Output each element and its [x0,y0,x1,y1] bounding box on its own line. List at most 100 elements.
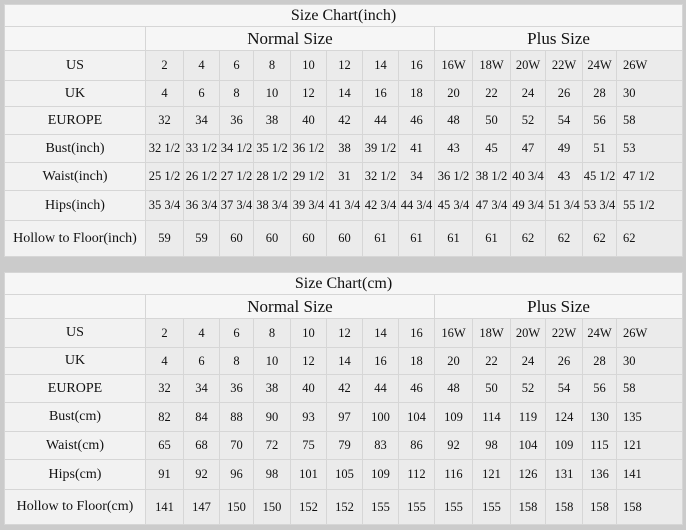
size-cell: 42 3/4 [362,190,399,221]
size-cell: 45 3/4 [434,190,473,221]
size-cell: 131 [545,459,583,490]
size-cell: 44 [362,374,399,403]
size-cell: 62 [545,220,583,257]
size-cell: 10 [253,80,291,107]
size-cell: 16 [398,318,435,348]
size-cell: 98 [472,431,511,460]
size-cell: 82 [145,402,184,432]
size-cell: 28 1/2 [253,162,291,191]
size-cell: 46 [398,106,435,135]
size-cell: 38 [253,106,291,135]
size-cell: 141 [615,459,684,490]
row-label: Hollow to Floor(cm) [4,489,146,525]
size-cell: 115 [582,431,617,460]
size-cell: 119 [510,402,546,432]
size-cell: 28 [582,80,617,107]
size-cell: 39 1/2 [362,134,399,163]
size-cell: 6 [183,347,220,375]
size-cell: 30 [615,80,684,107]
size-cell: 109 [362,459,399,490]
size-cell: 42 [326,106,363,135]
size-cell: 86 [398,431,435,460]
size-cell: 100 [362,402,399,432]
size-cell: 92 [183,459,220,490]
size-cell: 44 [362,106,399,135]
size-cell: 101 [290,459,327,490]
size-cell: 36 3/4 [183,190,220,221]
row-label: US [4,318,146,348]
size-cell: 88 [219,402,254,432]
size-cell: 4 [183,318,220,348]
row-label: Hips(inch) [4,190,146,221]
size-cell: 38 3/4 [253,190,291,221]
row-label: Hips(cm) [4,459,146,490]
size-cell: 58 [615,374,684,403]
size-cell: 6 [183,80,220,107]
table-title: Size Chart(inch) [3,4,684,27]
size-cell: 42 [326,374,363,403]
size-cell: 141 [145,489,184,525]
size-cell: 32 1/2 [145,134,184,163]
size-cell: 60 [326,220,363,257]
size-cell: 47 3/4 [472,190,511,221]
size-cell: 50 [472,106,511,135]
size-cell: 41 [398,134,435,163]
size-cell: 24W [582,50,617,81]
size-cell: 8 [253,318,291,348]
size-cell: 24W [582,318,617,348]
table-row: Bust(inch) 32 1/2 33 1/2 34 1/2 35 1/2 36 1/2… [4,134,684,163]
size-cell: 158 [615,489,684,525]
size-cell: 75 [290,431,327,460]
table-row: Hollow to Floor(inch) 59 59 60 60 60 60 61 61 61 6… [4,220,684,257]
size-cell: 28 [582,347,617,375]
size-cell: 93 [290,402,327,432]
plus-size-header: Plus Size [433,26,684,51]
size-cell: 52 [510,374,546,403]
size-cell: 150 [253,489,291,525]
row-label: UK [4,347,146,375]
size-cell: 61 [362,220,399,257]
size-cell: 135 [615,402,684,432]
row-label: Waist(cm) [4,431,146,460]
size-chart-inch: Size Chart(inch) Normal Size Plus Size US 2 4… [3,4,684,257]
table-row: Bust(cm) 82 84 88 90 93 97 100 104 109 114 119 124 13… [4,402,684,432]
size-cell: 51 [582,134,617,163]
table-row: Hollow to Floor(cm) 141 147 150 150 152 152 155… [4,489,684,525]
size-cell: 130 [582,402,617,432]
size-cell: 16 [362,347,399,375]
size-cell: 8 [219,347,254,375]
size-cell: 12 [290,347,327,375]
size-cell: 136 [582,459,617,490]
size-cell: 72 [253,431,291,460]
size-cell: 14 [362,50,399,81]
table-row: US 2 4 6 8 10 12 14 16 16W 18W 20W 22W 24W 26W [4,318,684,348]
size-cell: 158 [545,489,583,525]
size-cell: 26 [545,347,583,375]
table-row: Hips(inch) 35 3/4 36 3/4 37 3/4 38 3/4 39 3/4… [4,190,684,221]
table-row: UK 4 6 8 10 12 14 16 18 20 22 24 26 28 30 [4,347,684,375]
size-cell: 32 [145,106,184,135]
size-cell: 6 [219,50,254,81]
row-label: Waist(inch) [4,162,146,191]
size-cell: 124 [545,402,583,432]
size-cell: 14 [326,347,363,375]
size-cell: 155 [472,489,511,525]
size-cell: 43 [545,162,583,191]
size-cell: 155 [362,489,399,525]
size-cell: 36 1/2 [434,162,473,191]
size-cell: 105 [326,459,363,490]
size-cell: 109 [434,402,473,432]
size-cell: 41 3/4 [326,190,363,221]
size-cell: 12 [290,80,327,107]
size-cell: 97 [326,402,363,432]
size-cell: 12 [326,318,363,348]
size-cell: 10 [253,347,291,375]
size-cell: 126 [510,459,546,490]
normal-size-header: Normal Size [145,294,435,319]
table-row: EUROPE 32 34 36 38 40 42 44 46 48 50 52 54 56 58 [4,374,684,403]
size-cell: 36 [219,106,254,135]
size-cell: 33 1/2 [183,134,220,163]
size-cell: 20W [510,318,546,348]
size-cell: 22W [545,50,583,81]
size-cell: 10 [290,318,327,348]
